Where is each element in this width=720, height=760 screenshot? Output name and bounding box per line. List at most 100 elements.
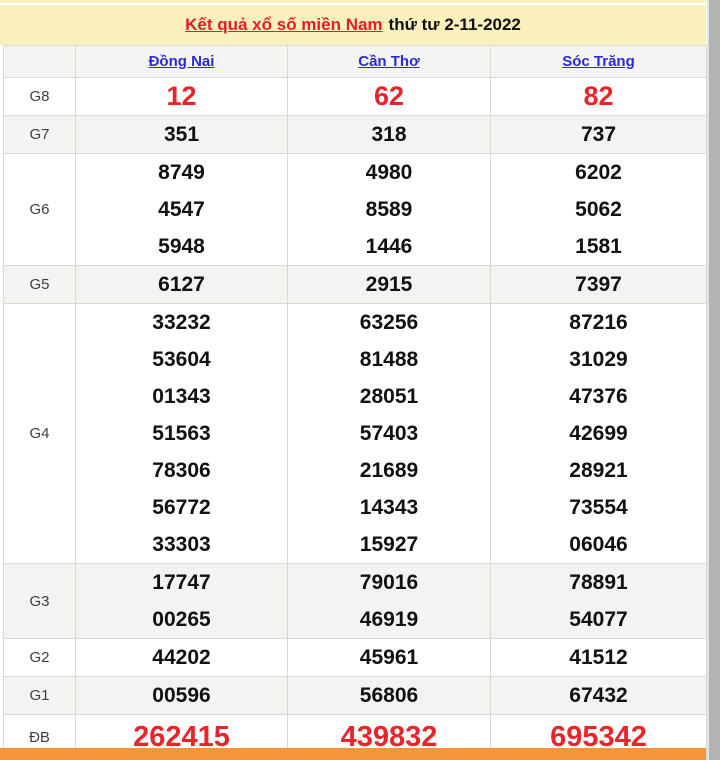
prize-number: 46919 <box>359 608 419 631</box>
prize-number: 31029 <box>569 348 628 371</box>
prize-number: 01343 <box>152 385 211 408</box>
prize-cell-g4-col1: 33232 53604 01343 51563 78306 56772 33303 <box>75 303 288 564</box>
column-header-can-tho: Cần Thơ <box>287 45 491 78</box>
prize-number: 4547 <box>158 198 205 221</box>
prize-number: 42699 <box>569 422 628 445</box>
prize-number: 15927 <box>359 533 419 556</box>
prize-cell-g3-col3: 78891 54077 <box>490 563 707 639</box>
prize-number: 17747 <box>152 571 211 594</box>
prize-number: 318 <box>371 123 407 146</box>
prize-number: 5062 <box>575 198 622 221</box>
prize-number: 21689 <box>359 459 419 482</box>
prize-number: 351 <box>163 123 200 146</box>
province-link-can-tho[interactable]: Cần Thơ <box>358 52 420 70</box>
prize-number: 78891 <box>569 571 628 594</box>
prize-cell-g4-col3: 87216 31029 47376 42699 28921 73554 06046 <box>490 303 707 564</box>
prize-number: 33232 <box>152 311 211 334</box>
prize-label-g1: G1 <box>3 676 76 715</box>
prize-label-g6: G6 <box>3 153 76 266</box>
prize-cell-g1-col2: 56806 <box>287 676 491 715</box>
prize-number: 82 <box>583 81 614 111</box>
prize-number: 4980 <box>365 161 413 184</box>
prize-label-g4: G4 <box>3 303 76 564</box>
prize-row-g2: G2 44202 45961 41512 <box>3 638 707 677</box>
prize-number: 8589 <box>365 198 413 221</box>
prize-number: 79016 <box>359 571 419 594</box>
prize-number: 262415 <box>133 721 230 753</box>
prize-number: 41512 <box>569 646 628 669</box>
prize-number: 8749 <box>158 161 205 184</box>
prize-number: 62 <box>373 81 405 111</box>
prize-number: 12 <box>166 81 197 111</box>
prize-row-g6: G6 8749 4547 5948 4980 8589 1446 6202 5062 1581 <box>3 153 707 266</box>
prize-number: 439832 <box>340 721 438 753</box>
prize-label-g8: G8 <box>3 77 76 116</box>
prize-number: 14343 <box>359 496 419 519</box>
prize-cell-g3-col1: 17747 00265 <box>75 563 288 639</box>
column-header-dong-nai: Đồng Nai <box>75 45 288 78</box>
prize-cell-g8-col1: 12 <box>75 77 288 116</box>
prize-number: 53604 <box>152 348 211 371</box>
column-header-row: Đồng Nai Cần Thơ Sóc Trăng <box>3 45 707 78</box>
prize-number: 87216 <box>569 311 628 334</box>
prize-number: 00265 <box>152 608 211 631</box>
prize-row-g4: G4 33232 53604 01343 51563 78306 56772 33303 632… <box>3 303 707 564</box>
prize-cell-g6-col2: 4980 8589 1446 <box>287 153 491 266</box>
prize-cell-g5-col1: 6127 <box>75 265 288 304</box>
prize-number: 44202 <box>152 646 211 669</box>
prize-number: 67432 <box>569 684 628 707</box>
prize-label-g2: G2 <box>3 638 76 677</box>
prize-number: 28921 <box>569 459 628 482</box>
top-gap <box>0 3 706 5</box>
prize-cell-g1-col3: 67432 <box>490 676 707 715</box>
vertical-scrollbar[interactable] <box>707 0 720 760</box>
prize-number: 54077 <box>569 608 628 631</box>
prize-number: 56806 <box>359 684 419 707</box>
lottery-results-table: Đồng Nai Cần Thơ Sóc Trăng G8 12 62 82 G7 351… <box>3 45 707 760</box>
prize-cell-g2-col1: 44202 <box>75 638 288 677</box>
province-link-dong-nai[interactable]: Đồng Nai <box>148 52 215 70</box>
results-title-link[interactable]: Kết quả xổ số miền Nam <box>185 15 383 34</box>
prize-cell-g8-col2: 62 <box>287 77 491 116</box>
prize-number: 5948 <box>158 235 205 258</box>
prize-number: 695342 <box>550 721 647 753</box>
prize-number: 33303 <box>152 533 211 556</box>
prize-number: 00596 <box>152 684 211 707</box>
prize-cell-g1-col1: 00596 <box>75 676 288 715</box>
prize-cell-g5-col3: 7397 <box>490 265 707 304</box>
prize-cell-g4-col2: 63256 81488 28051 57403 21689 14343 15927 <box>287 303 491 564</box>
prize-number: 45961 <box>359 646 419 669</box>
province-link-soc-trang[interactable]: Sóc Trăng <box>562 52 635 70</box>
prize-number: 73554 <box>569 496 628 519</box>
prize-number: 63256 <box>359 311 419 334</box>
prize-cell-g6-col3: 6202 5062 1581 <box>490 153 707 266</box>
page-title: Kết quả xổ số miền Nam thứ tư 2-11-2022 <box>0 5 706 45</box>
prize-number: 06046 <box>569 533 628 556</box>
prize-number: 1446 <box>365 235 413 258</box>
prize-cell-g3-col2: 79016 46919 <box>287 563 491 639</box>
prize-number: 737 <box>580 123 617 146</box>
prize-cell-g7-col3: 737 <box>490 115 707 154</box>
prize-number: 2915 <box>365 273 413 296</box>
prize-number: 51563 <box>152 422 211 445</box>
prize-cell-g2-col3: 41512 <box>490 638 707 677</box>
prize-cell-g8-col3: 82 <box>490 77 707 116</box>
bottom-accent-bar <box>0 748 706 760</box>
prize-number: 81488 <box>359 348 419 371</box>
draw-date-label: thứ tư 2-11-2022 <box>388 15 521 34</box>
prize-row-g5: G5 6127 2915 7397 <box>3 265 707 304</box>
prize-number: 57403 <box>359 422 419 445</box>
prize-label-g7: G7 <box>3 115 76 154</box>
prize-cell-g7-col1: 351 <box>75 115 288 154</box>
prize-row-g8: G8 12 62 82 <box>3 77 707 116</box>
prize-label-g5: G5 <box>3 265 76 304</box>
prize-number: 47376 <box>569 385 628 408</box>
top-accent-strip <box>0 0 706 3</box>
prize-number: 1581 <box>575 235 622 258</box>
prize-number: 6202 <box>575 161 622 184</box>
prize-cell-g6-col1: 8749 4547 5948 <box>75 153 288 266</box>
column-header-soc-trang: Sóc Trăng <box>490 45 707 78</box>
prize-label-g3: G3 <box>3 563 76 639</box>
